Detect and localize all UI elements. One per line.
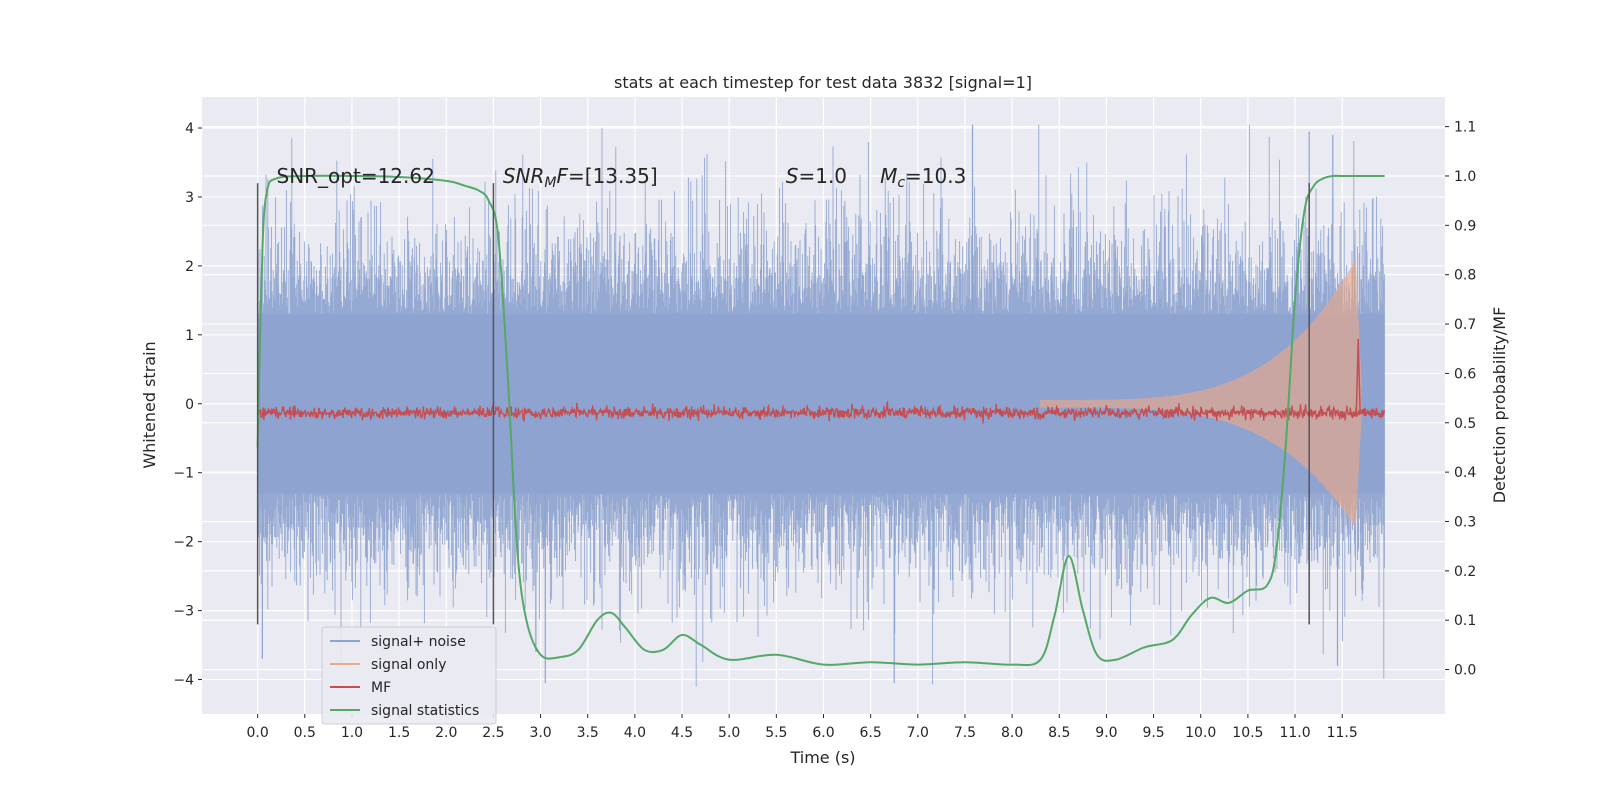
- y-tick-label: 4: [185, 121, 194, 137]
- annotations: SNR_opt=12.62 SNRMF=[13.35] S=1.0 Mc=10.3: [277, 164, 967, 191]
- x-tick-label: 2.0: [435, 725, 457, 741]
- x-tick-label: 6.0: [812, 725, 834, 741]
- mf-spike: [1355, 338, 1361, 413]
- y2-tick-label: 0.9: [1454, 218, 1476, 234]
- y-tick-label: 2: [185, 259, 194, 275]
- x-tick-label: 10.0: [1185, 725, 1216, 741]
- y2-tick-label: 1.0: [1454, 169, 1476, 185]
- x-tick-label: 6.5: [860, 725, 882, 741]
- legend: signal+ noise signal only MF signal statist…: [321, 626, 497, 725]
- x-axis-ticks: 0.0 0.5 1.0 1.5 2.0 2.5 3.0 3.5 4.0 4.5 5.0 5.5 6.0 6…: [247, 714, 1358, 741]
- y-tick-label: −4: [173, 673, 194, 689]
- x-tick-label: 9.0: [1095, 725, 1117, 741]
- y-tick-label: 1: [185, 328, 194, 344]
- y2-tick-label: 0.7: [1454, 317, 1476, 333]
- y-tick-label: 3: [185, 190, 194, 206]
- legend-entry: signal+ noise: [371, 634, 466, 650]
- x-tick-label: 8.0: [1001, 725, 1023, 741]
- y-tick-label: 0: [185, 397, 194, 413]
- x-tick-label: 7.0: [907, 725, 929, 741]
- y2-tick-label: 0.5: [1454, 416, 1476, 432]
- legend-entry: signal only: [371, 657, 446, 673]
- y2-axis-label: Detection probability/MF: [1490, 307, 1509, 504]
- y2-tick-label: 0.8: [1454, 268, 1476, 284]
- mf-line: [256, 400, 1385, 424]
- y2-tick-label: 0.4: [1454, 465, 1476, 481]
- x-tick-label: 4.5: [671, 725, 693, 741]
- annotation: S=1.0: [786, 164, 847, 188]
- x-tick-label: 0.0: [247, 725, 269, 741]
- signal-only-line: [1040, 259, 1362, 528]
- y-tick-label: −3: [173, 604, 194, 620]
- annotation: SNRMF=[13.35]: [503, 164, 658, 191]
- legend-entry: MF: [371, 680, 391, 696]
- y2-tick-label: 0.2: [1454, 564, 1476, 580]
- legend-box: [321, 626, 497, 725]
- x-tick-label: 11.0: [1279, 725, 1310, 741]
- legend-entry: signal statistics: [371, 703, 479, 719]
- vertical-markers: [256, 183, 1310, 625]
- x-tick-label: 3.5: [577, 725, 599, 741]
- x-tick-label: 1.5: [388, 725, 410, 741]
- x-tick-label: 1.0: [341, 725, 363, 741]
- x-tick-label: 5.5: [765, 725, 787, 741]
- series-layer: [256, 124, 1385, 687]
- y-axis-ticks: −4 −3 −2 −1 0 1 2 3 4: [173, 121, 202, 689]
- x-tick-label: 3.0: [529, 725, 551, 741]
- y2-tick-label: 0.6: [1454, 366, 1476, 382]
- annotation: SNR_opt=12.62: [277, 164, 435, 188]
- x-tick-label: 8.5: [1048, 725, 1070, 741]
- chart-title: stats at each timestep for test data 383…: [614, 73, 1032, 92]
- signal-statistics-line: [256, 174, 1385, 667]
- x-tick-label: 11.5: [1327, 725, 1358, 741]
- y-tick-label: −2: [173, 535, 194, 551]
- y2-tick-label: 0.0: [1454, 663, 1476, 679]
- y2-tick-label: 1.1: [1454, 120, 1476, 136]
- y-tick-label: −1: [173, 466, 194, 482]
- x-tick-label: 10.5: [1232, 725, 1263, 741]
- y-axis-label: Whitened strain: [140, 341, 159, 468]
- x-axis-label: Time (s): [789, 748, 855, 767]
- x-tick-label: 2.5: [482, 725, 504, 741]
- x-tick-label: 5.0: [718, 725, 740, 741]
- y2-axis-ticks: 0.0 0.1 0.2 0.3 0.4 0.5 0.6 0.7 0.8 0.9 1.0 1.1: [1445, 120, 1476, 679]
- annotation: Mc=10.3: [880, 164, 966, 191]
- x-tick-label: 4.0: [624, 725, 646, 741]
- x-tick-label: 9.5: [1142, 725, 1164, 741]
- y2-tick-label: 0.1: [1454, 613, 1476, 629]
- y2-tick-label: 0.3: [1454, 514, 1476, 530]
- x-tick-label: 0.5: [294, 725, 316, 741]
- x-tick-label: 7.5: [954, 725, 976, 741]
